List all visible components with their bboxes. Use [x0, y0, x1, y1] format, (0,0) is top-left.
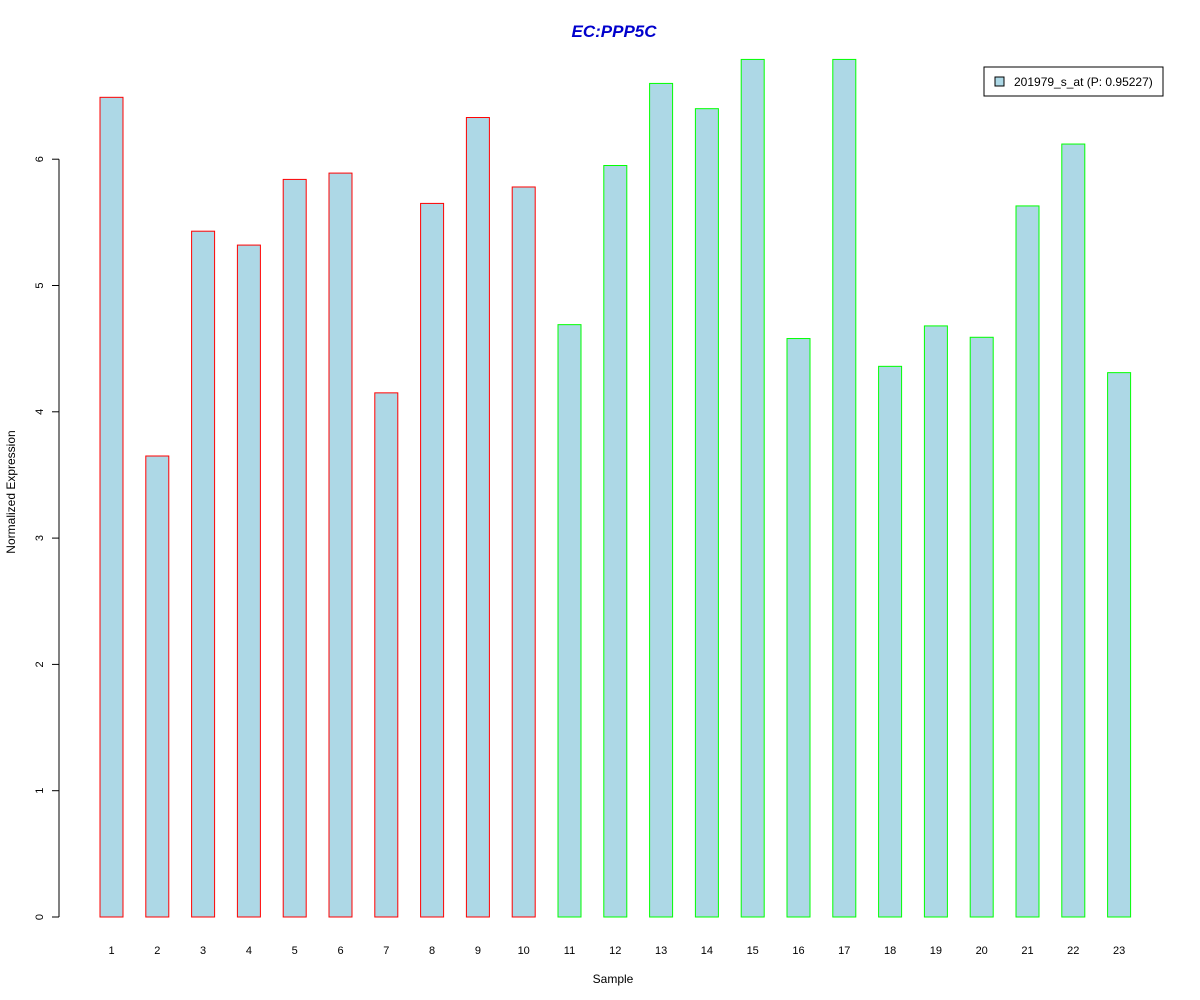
bar-sample-9	[465, 117, 490, 918]
x-tick-label: 23	[1113, 945, 1125, 957]
bar-sample-1	[99, 96, 124, 918]
y-axis: 0 1 2 3 4 5 6	[34, 156, 60, 920]
bar-sample-8	[420, 202, 445, 918]
legend-box	[983, 66, 1164, 97]
legend-entry-label: 201979_s_at (P: 0.95227)	[1014, 75, 1153, 89]
bar-sample-21	[1015, 205, 1040, 918]
x-tick-label: 16	[792, 945, 804, 957]
bar-sample-17	[832, 58, 857, 918]
bar-sample-4	[236, 244, 261, 918]
x-tick-label: 11	[564, 945, 575, 957]
bar-sample-2	[145, 455, 170, 918]
x-tick-label: 3	[200, 945, 206, 957]
bar-sample-3	[191, 230, 216, 918]
bar-sample-14	[694, 108, 719, 918]
bar-sample-10	[511, 186, 536, 918]
bars-group	[99, 58, 1132, 918]
y-tick-label: 2	[34, 661, 46, 667]
x-tick-label: 1	[108, 945, 114, 957]
x-tick-label: 18	[884, 945, 896, 957]
x-tick-label: 7	[383, 945, 389, 957]
x-tick-label: 17	[838, 945, 850, 957]
bar-sample-12	[603, 165, 628, 918]
x-tick-label: 6	[337, 945, 343, 957]
bar-sample-11	[557, 324, 582, 918]
bar-sample-6	[328, 172, 353, 918]
bar-sample-18	[878, 365, 903, 918]
bar-sample-20	[969, 336, 994, 918]
bar-sample-13	[649, 82, 674, 918]
y-tick-label: 3	[34, 535, 46, 541]
y-tick-label: 4	[34, 409, 46, 415]
x-tick-label: 13	[655, 945, 667, 957]
x-tick-label: 19	[930, 945, 942, 957]
x-tick-label: 22	[1067, 945, 1079, 957]
bar-sample-19	[923, 325, 948, 918]
y-tick-label: 1	[34, 788, 46, 794]
x-tick-label: 21	[1021, 945, 1033, 957]
x-tick-label: 15	[747, 945, 759, 957]
y-tick-label: 0	[34, 914, 46, 920]
x-tick-labels: 1 2 3 4 5 6 7 8 9 10 11 12 13 14 15 16 17 18 19 20 21 22 23	[108, 945, 1125, 957]
bar-sample-15	[740, 58, 765, 918]
bar-sample-22	[1061, 143, 1086, 918]
y-tick-label: 5	[34, 282, 46, 288]
x-tick-label: 20	[976, 945, 988, 957]
x-tick-label: 4	[246, 945, 252, 957]
x-tick-label: 12	[609, 945, 621, 957]
x-axis-label: Sample	[593, 972, 634, 986]
x-tick-label: 9	[475, 945, 481, 957]
x-tick-label: 5	[292, 945, 298, 957]
x-tick-label: 10	[518, 945, 530, 957]
bar-sample-16	[786, 338, 811, 918]
x-tick-label: 2	[154, 945, 160, 957]
legend: 201979_s_at (P: 0.95227)	[983, 66, 1164, 97]
bar-sample-5	[282, 178, 307, 918]
y-tick-label: 6	[34, 156, 46, 162]
bar-sample-7	[374, 392, 399, 918]
x-tick-label: 8	[429, 945, 435, 957]
x-tick-label: 14	[701, 945, 713, 957]
bar-sample-23	[1107, 372, 1132, 918]
chart-title: EC:PPP5C	[571, 22, 657, 41]
legend-swatch	[994, 76, 1005, 87]
y-axis-label: Normalized Expression	[4, 430, 18, 553]
